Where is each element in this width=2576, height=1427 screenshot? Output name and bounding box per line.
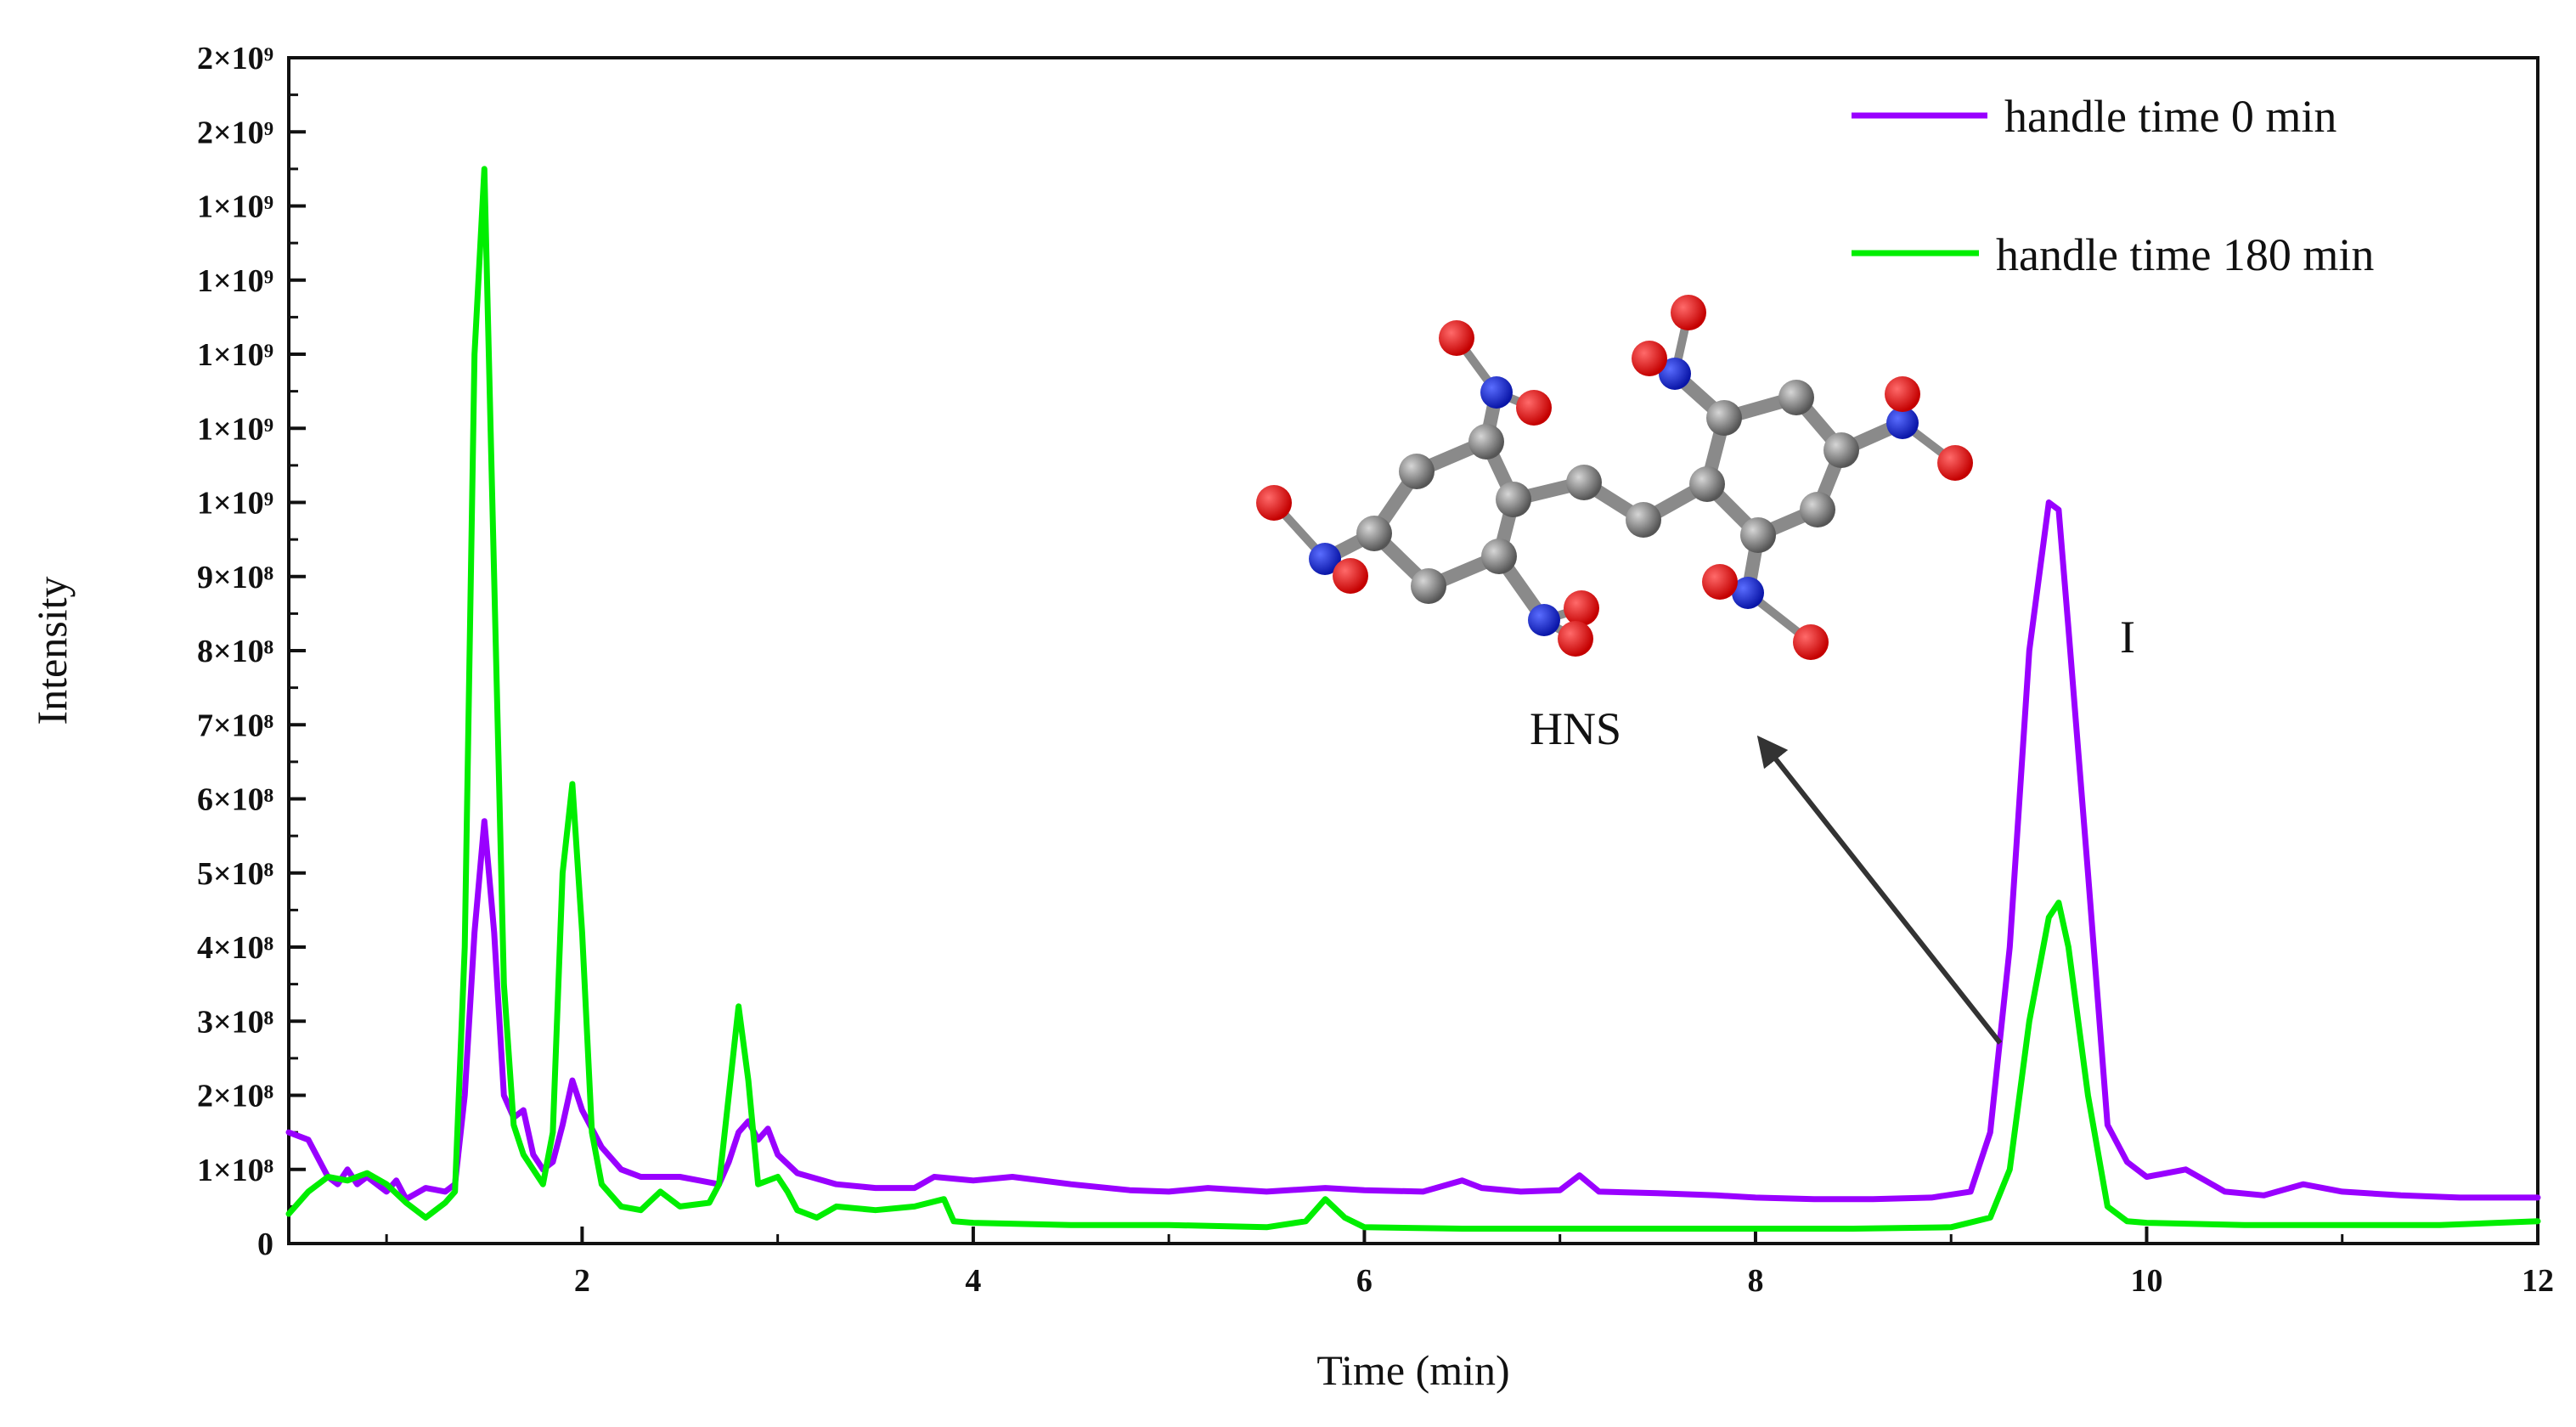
series-line-1: [285, 166, 2541, 1232]
y-tick-label: 1×10⁹: [197, 411, 273, 447]
x-axis-title: Time (min): [1316, 1346, 1509, 1394]
legend: handle time 0 min handle time 180 min: [1852, 91, 2374, 280]
y-tick-label: 1×10⁹: [197, 263, 273, 299]
x-axis-ticks: 2 4 6 8 10 12: [385, 1227, 2554, 1299]
series-line-0: [285, 499, 2541, 1203]
x-tick-label: 2: [574, 1263, 590, 1299]
legend-label-series-0: handle time 0 min: [2004, 91, 2336, 142]
y-tick-label: 1×10⁹: [197, 189, 273, 225]
y-tick-label: 1×10⁹: [197, 337, 273, 373]
x-tick-label: 10: [2130, 1263, 2162, 1299]
y-tick-label: 2×10⁹: [197, 41, 273, 76]
y-tick-label: 3×10⁸: [197, 1004, 273, 1040]
x-tick-label: 8: [1747, 1263, 1763, 1299]
y-tick-label: 2×10⁸: [197, 1079, 273, 1114]
y-tick-label: 0: [257, 1227, 273, 1262]
x-tick-label: 12: [2522, 1263, 2554, 1299]
hns-molecule-image: [1256, 295, 1973, 660]
annotation-peak-i: I: [2120, 612, 2135, 663]
y-tick-label: 1×10⁸: [197, 1153, 273, 1188]
annotation-hns: HNS: [1530, 703, 1621, 754]
x-tick-label: 6: [1356, 1263, 1373, 1299]
y-tick-label: 7×10⁸: [197, 708, 273, 743]
y-axis-ticks: 0 1×10⁸ 2×10⁸ 3×10⁸ 4×10⁸ 5×10⁸ 6×10⁸ 7×10⁸ 8×10…: [197, 41, 306, 1262]
x-tick-label: 4: [965, 1263, 981, 1299]
y-tick-label: 5×10⁸: [197, 856, 273, 892]
y-tick-label: 6×10⁸: [197, 782, 273, 818]
y-tick-label: 1×10⁹: [197, 486, 273, 522]
y-tick-label: 2×10⁹: [197, 115, 273, 150]
y-axis-title: Intensity: [28, 577, 76, 725]
series-layer: [285, 166, 2541, 1232]
y-tick-label: 4×10⁸: [197, 930, 273, 966]
y-tick-label: 9×10⁸: [197, 560, 273, 595]
y-tick-label: 8×10⁸: [197, 634, 273, 669]
annotation-arrow: [1756, 735, 2003, 1045]
legend-label-series-1: handle time 180 min: [1996, 229, 2374, 280]
